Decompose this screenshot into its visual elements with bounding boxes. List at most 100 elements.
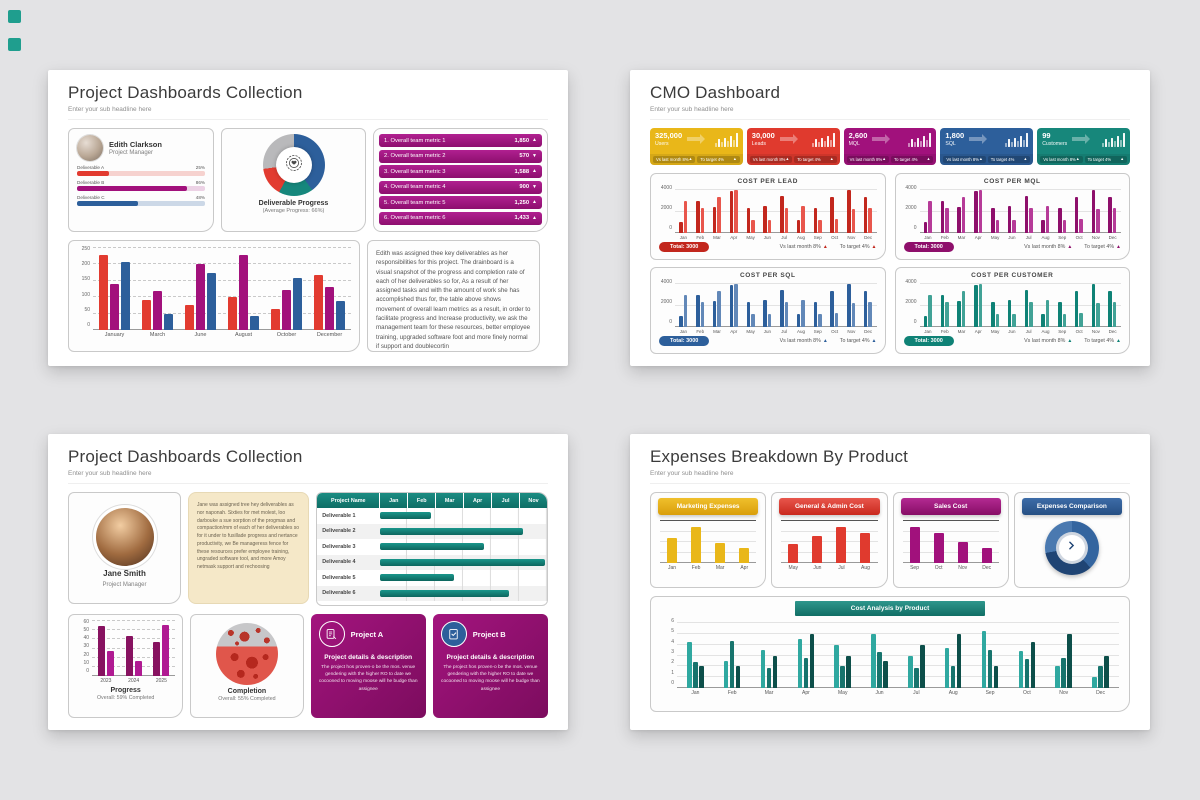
bar-group bbox=[153, 621, 170, 676]
clipboard-pen-icon bbox=[318, 621, 345, 647]
kpi-texts: 2,600 MQL bbox=[849, 131, 868, 147]
bar-group bbox=[97, 621, 114, 676]
gridline bbox=[781, 562, 878, 563]
bar-group bbox=[715, 521, 726, 563]
bar bbox=[1091, 190, 1096, 233]
bar-group bbox=[1058, 187, 1067, 233]
bar bbox=[1062, 220, 1067, 233]
x-tick-label: Nov bbox=[958, 565, 968, 571]
bar bbox=[739, 548, 750, 563]
bar-group bbox=[780, 281, 789, 327]
x-tick-label: Oct bbox=[1075, 329, 1083, 334]
bar bbox=[1029, 208, 1033, 233]
cost-bar-chart: 4000 2000 0 Jan Feb Mar Apr May Jun Jul Aug Sep Oct N… bbox=[659, 279, 877, 334]
gridline bbox=[919, 210, 1121, 212]
slide-expenses-breakdown[interactable]: Expenses Breakdown By Product Enter your… bbox=[630, 434, 1150, 730]
down-triangle-icon: ▼ bbox=[532, 183, 537, 190]
deliverable-progress-panel: Deliverable Progress (Average Progress: … bbox=[221, 128, 366, 232]
bar bbox=[97, 625, 105, 676]
expense-card: Expenses Comparison bbox=[1013, 492, 1130, 588]
x-tick-label: Dec bbox=[1096, 690, 1105, 696]
bar-group bbox=[687, 620, 704, 688]
bar bbox=[282, 289, 291, 330]
kpi-card-sql: 1,800 SQL Vs last month 8% ▲ To target 4% ▲ bbox=[940, 128, 1034, 165]
bar-group bbox=[957, 281, 966, 327]
bar bbox=[1091, 284, 1096, 327]
cost-bar-chart: 4000 2000 0 Jan Feb Mar Apr May Jun Jul Aug Sep Oct N… bbox=[904, 185, 1122, 240]
footer-text: To target 4% bbox=[1084, 338, 1115, 344]
metric-value-group: 570 ▼ bbox=[519, 153, 537, 159]
y-tick-label: 150 bbox=[81, 276, 90, 283]
project-b-header: Project B bbox=[439, 621, 542, 647]
bar bbox=[868, 208, 872, 233]
expense-cards-row: Marketing Expenses Jan Feb Mar Apr General & … bbox=[650, 492, 1130, 588]
bar bbox=[700, 302, 705, 327]
x-axis-labels: Jan Feb Mar Apr May Jun Jul Aug Sep Oct Nov Dec bbox=[920, 329, 1122, 334]
chart-footer: Total: 3000 Vs last month 8% ▲ To target 4%… bbox=[659, 336, 877, 346]
profile-card: Edith Clarkson Project Manager Deliverab… bbox=[68, 128, 214, 232]
bar-groups bbox=[677, 620, 1119, 688]
y-tick-label: 4 bbox=[671, 638, 674, 645]
metric-label: 5. Overall team metric 5 bbox=[384, 199, 446, 206]
bar bbox=[717, 196, 721, 233]
kpi-sparkline bbox=[714, 132, 738, 147]
y-tick-label: 3 bbox=[671, 648, 674, 655]
right-arrow-icon bbox=[969, 134, 988, 144]
bar bbox=[995, 220, 1000, 233]
completion-subcaption: Overall: 55% Completed bbox=[218, 696, 276, 702]
bar-group bbox=[1074, 281, 1083, 327]
bar bbox=[801, 300, 805, 327]
cost-chart-panel: COST PER CUSTOMER 4000 2000 0 Jan Feb Mar Apr Ma… bbox=[894, 267, 1130, 354]
bar-group bbox=[1041, 281, 1050, 327]
right-arrow-icon bbox=[687, 134, 706, 144]
slide-project-dashboards-1[interactable]: Project Dashboards Collection Enter your… bbox=[48, 70, 568, 366]
gantt-bar bbox=[380, 574, 455, 581]
spark-bar bbox=[926, 139, 929, 147]
bar-group bbox=[314, 248, 345, 330]
bar bbox=[767, 220, 772, 233]
bar bbox=[99, 254, 108, 330]
bar-group bbox=[1007, 281, 1016, 327]
bar bbox=[987, 650, 993, 688]
bar-group bbox=[1041, 187, 1050, 233]
gridline bbox=[93, 329, 351, 330]
project-a-card: Project A Project details & description … bbox=[310, 614, 426, 718]
bar-group bbox=[679, 187, 688, 233]
y-axis-labels: 4000 2000 0 bbox=[904, 185, 916, 231]
slide-project-dashboards-2[interactable]: Project Dashboards Collection Enter your… bbox=[48, 434, 568, 730]
bar bbox=[788, 544, 799, 563]
x-tick-label: Nov bbox=[1059, 690, 1069, 696]
bar bbox=[1061, 657, 1066, 688]
x-tick-label: Mar bbox=[713, 329, 721, 334]
bar-group bbox=[723, 620, 741, 688]
slide-cmo-dashboard[interactable]: CMO Dashboard Enter your sub headline he… bbox=[630, 70, 1150, 366]
kpi-texts: 99 Customers bbox=[1042, 131, 1067, 147]
gantt-row: Deliverable 3 bbox=[317, 539, 547, 555]
metric-value-group: 1,250 ▲ bbox=[515, 200, 537, 206]
bar-group bbox=[763, 187, 772, 233]
bar bbox=[974, 285, 978, 327]
profile-role: Project Manager bbox=[102, 582, 147, 588]
bar bbox=[763, 206, 767, 233]
bar-groups bbox=[920, 187, 1122, 233]
y-tick-label: 200 bbox=[81, 261, 90, 268]
bar bbox=[803, 657, 809, 688]
spark-bar bbox=[1014, 137, 1017, 147]
y-tick-label: 30 bbox=[83, 643, 89, 650]
bar bbox=[751, 314, 755, 327]
bar bbox=[780, 289, 784, 327]
cost-charts-grid: COST PER LEAD 4000 2000 0 Jan Feb Mar Apr May Jun… bbox=[650, 173, 1130, 354]
bar bbox=[700, 208, 705, 233]
bar bbox=[860, 532, 871, 563]
y-tick-label: 0 bbox=[913, 319, 917, 325]
spark-bar bbox=[723, 137, 726, 147]
x-tick-label: May bbox=[990, 235, 1000, 240]
profile-name: Edith Clarkson bbox=[109, 140, 162, 149]
up-triangle-icon: ▲ bbox=[1023, 156, 1028, 161]
kpi-footer-chip: Vs last month 8% ▲ bbox=[943, 156, 986, 163]
spark-bar bbox=[1023, 139, 1026, 147]
bar bbox=[196, 264, 205, 330]
y-tick-label: 40 bbox=[83, 635, 89, 642]
gridline bbox=[902, 520, 999, 521]
up-triangle-icon: ▲ bbox=[532, 199, 537, 205]
